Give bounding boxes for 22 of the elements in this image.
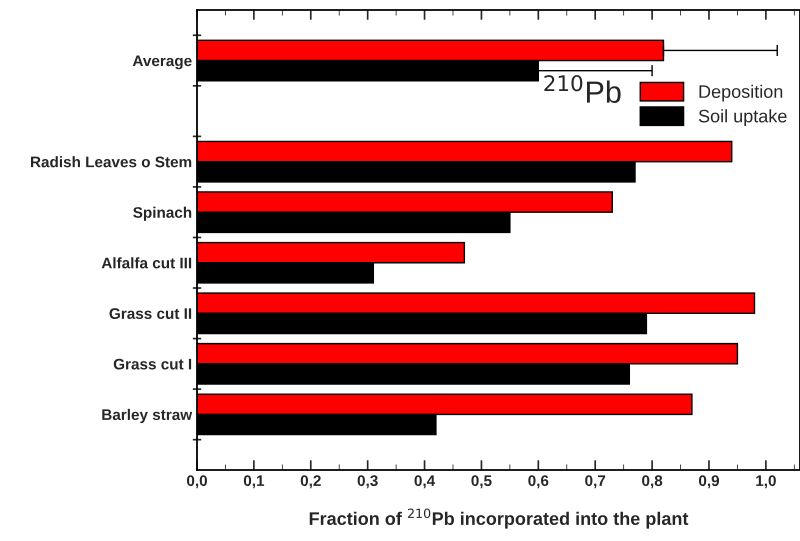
y-tick-label: Spinach — [133, 206, 192, 221]
x-axis-title: Fraction of $^{210}$Pb incorporated into the plant — [310, 508, 688, 529]
x-tick-label: 0,5 — [471, 475, 492, 488]
x-tick-label: 0,7 — [585, 475, 606, 488]
x-tick-label: 0,4 — [414, 475, 436, 488]
x-tick-label: 0,8 — [642, 475, 662, 488]
annotation: $^{210}$Pb — [544, 75, 621, 103]
y-tick-label: Alfalfa cut III — [102, 257, 192, 268]
legend-label: Soil uptake — [698, 109, 787, 126]
y-tick-label: Grass cut II — [110, 308, 192, 319]
y-tick-label: Barley straw — [102, 408, 192, 424]
x-tick-label: 0,1 — [244, 475, 264, 488]
x-tick-label: 0,0 — [186, 475, 207, 488]
x-tick-label: 0,6 — [528, 475, 548, 488]
x-tick-label: 0,2 — [300, 475, 321, 488]
y-tick-label: Average — [132, 56, 192, 70]
legend-label: Deposition — [700, 84, 782, 102]
x-tick-label: 1,0 — [756, 475, 776, 488]
y-tick-label: Grass cut I — [114, 358, 192, 370]
x-tick-label: 0,3 — [358, 475, 378, 488]
y-tick-label: Radish Leaves o Stem — [30, 156, 192, 168]
x-tick-label: 0,9 — [698, 475, 720, 488]
